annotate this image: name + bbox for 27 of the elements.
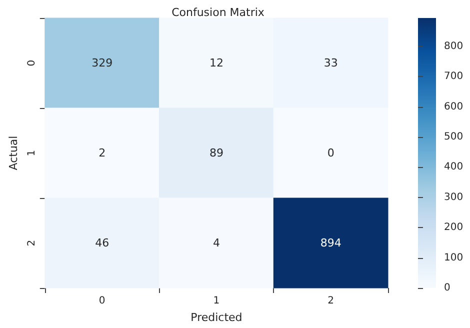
data-label: 2 [98,146,106,160]
x-axis-title: Predicted [190,311,242,324]
data-label: 894 [320,236,342,250]
color-bar-label: 300 [444,192,464,203]
color-bar-label: 0 [444,282,450,294]
color-bar-label: 500 [444,131,464,142]
color-bar-label: 700 [444,71,464,82]
data-label: 46 [95,236,110,250]
data-label: 4 [212,236,220,250]
y-tick-label: 0 [26,60,38,66]
data-label: 0 [327,146,334,160]
x-tick-label: 2 [328,296,334,306]
x-tick-label: 1 [213,296,220,306]
color-bar-label: 100 [444,252,464,264]
chart-title: Confusion Matrix [172,6,265,19]
data-label: 89 [209,146,224,160]
data-label: 33 [324,56,338,70]
data-label: 329 [92,56,113,70]
x-tick-label: 0 [98,296,106,306]
y-tick-label: 2 [26,240,38,246]
color-bar-label: 800 [444,40,464,52]
color-bar-label: 600 [444,101,464,112]
color-bar-label: 400 [444,162,464,173]
data-label: 12 [209,56,224,70]
y-tick-label: 1 [26,150,38,156]
color-bar-label: 200 [444,222,464,234]
y-axis-title: Actual [7,136,20,170]
